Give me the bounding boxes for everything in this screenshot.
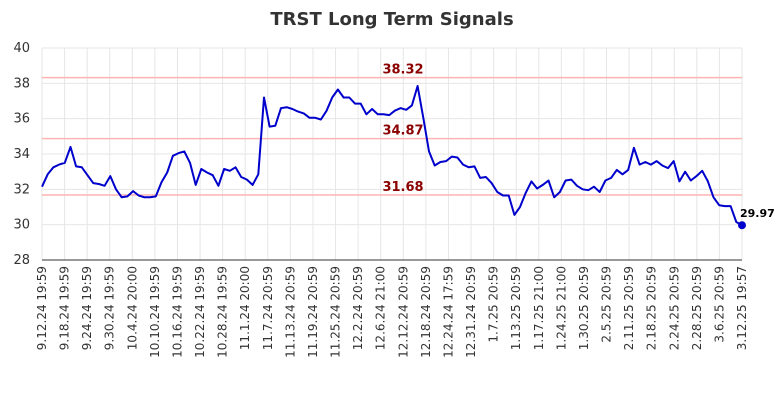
x-tick-label: 1.30.25 20:59 <box>577 266 591 350</box>
x-tick-label: 11.1.24 20:00 <box>238 266 252 350</box>
x-tick-label: 11.13.24 20:59 <box>283 266 297 358</box>
x-tick-label: 10.22.24 19:59 <box>193 266 207 358</box>
x-tick-label: 12.2.24 20:59 <box>351 266 365 350</box>
y-tick-label: 32 <box>13 182 30 197</box>
x-tick-label: 10.10.24 19:59 <box>148 266 162 358</box>
signal-line-label: 31.68 <box>382 180 423 195</box>
x-tick-label: 2.18.25 20:59 <box>645 266 659 350</box>
labels: 38.32 34.87 31.68 29.97 <box>382 63 774 221</box>
y-tick-label: 36 <box>13 112 30 127</box>
y-tick-label: 34 <box>13 147 30 162</box>
x-tick-label: 1.17.25 21:00 <box>532 266 546 350</box>
x-tick-label: 9.30.24 19:59 <box>103 266 117 350</box>
x-tick-label: 1.7.25 20:59 <box>487 266 501 343</box>
y-tick-label: 38 <box>13 76 30 91</box>
x-tick-label: 9.24.24 19:59 <box>80 266 94 350</box>
y-tick-label: 40 <box>13 41 30 56</box>
y-tick-label: 30 <box>13 218 30 233</box>
x-tick-label: 12.24.24 17:59 <box>441 266 455 358</box>
x-tick-label: 1.13.25 20:59 <box>509 266 523 350</box>
x-tick-label: 10.28.24 19:59 <box>216 266 230 358</box>
price-line <box>41 85 743 227</box>
x-tick-label: 12.31.24 20:59 <box>464 266 478 358</box>
axes: 28 30 32 34 36 38 40 9.12.24 19:59 9.18.24 19:59… <box>13 41 749 358</box>
x-tick-label: 1.24.25 21:00 <box>554 266 568 350</box>
x-tick-label: 11.7.24 20:59 <box>261 266 275 350</box>
x-tick-label: 12.18.24 20:59 <box>419 266 433 358</box>
chart-title: TRST Long Term Signals <box>270 9 513 30</box>
x-tick-label: 9.18.24 19:59 <box>58 266 72 350</box>
x-tick-label: 3.6.25 20:59 <box>712 266 726 343</box>
x-tick-label: 3.12.25 19:57 <box>735 266 749 350</box>
x-tick-label: 11.25.24 20:59 <box>329 266 343 358</box>
signal-line-label: 38.32 <box>382 63 423 78</box>
x-tick-label: 10.16.24 19:59 <box>170 266 184 358</box>
x-tick-label: 12.12.24 20:59 <box>396 266 410 358</box>
y-tick-label: 28 <box>13 253 30 268</box>
x-tick-label: 2.11.25 20:59 <box>622 266 636 350</box>
x-tick-label: 9.12.24 19:59 <box>35 266 49 350</box>
series-layer <box>41 85 746 230</box>
last-point-label: 29.97 <box>740 207 775 220</box>
signal-lines <box>42 76 742 196</box>
x-tick-label: 2.28.25 20:59 <box>690 266 704 350</box>
x-tick-label: 2.24.25 20:59 <box>667 266 681 350</box>
x-tick-label: 11.19.24 20:59 <box>306 266 320 358</box>
x-tick-label: 12.6.24 21:00 <box>374 266 388 350</box>
last-point-marker <box>738 221 746 230</box>
x-tick-label: 2.5.25 20:59 <box>600 266 614 343</box>
signal-line-label: 34.87 <box>382 124 423 139</box>
x-tick-label: 10.4.24 20:00 <box>125 266 139 350</box>
